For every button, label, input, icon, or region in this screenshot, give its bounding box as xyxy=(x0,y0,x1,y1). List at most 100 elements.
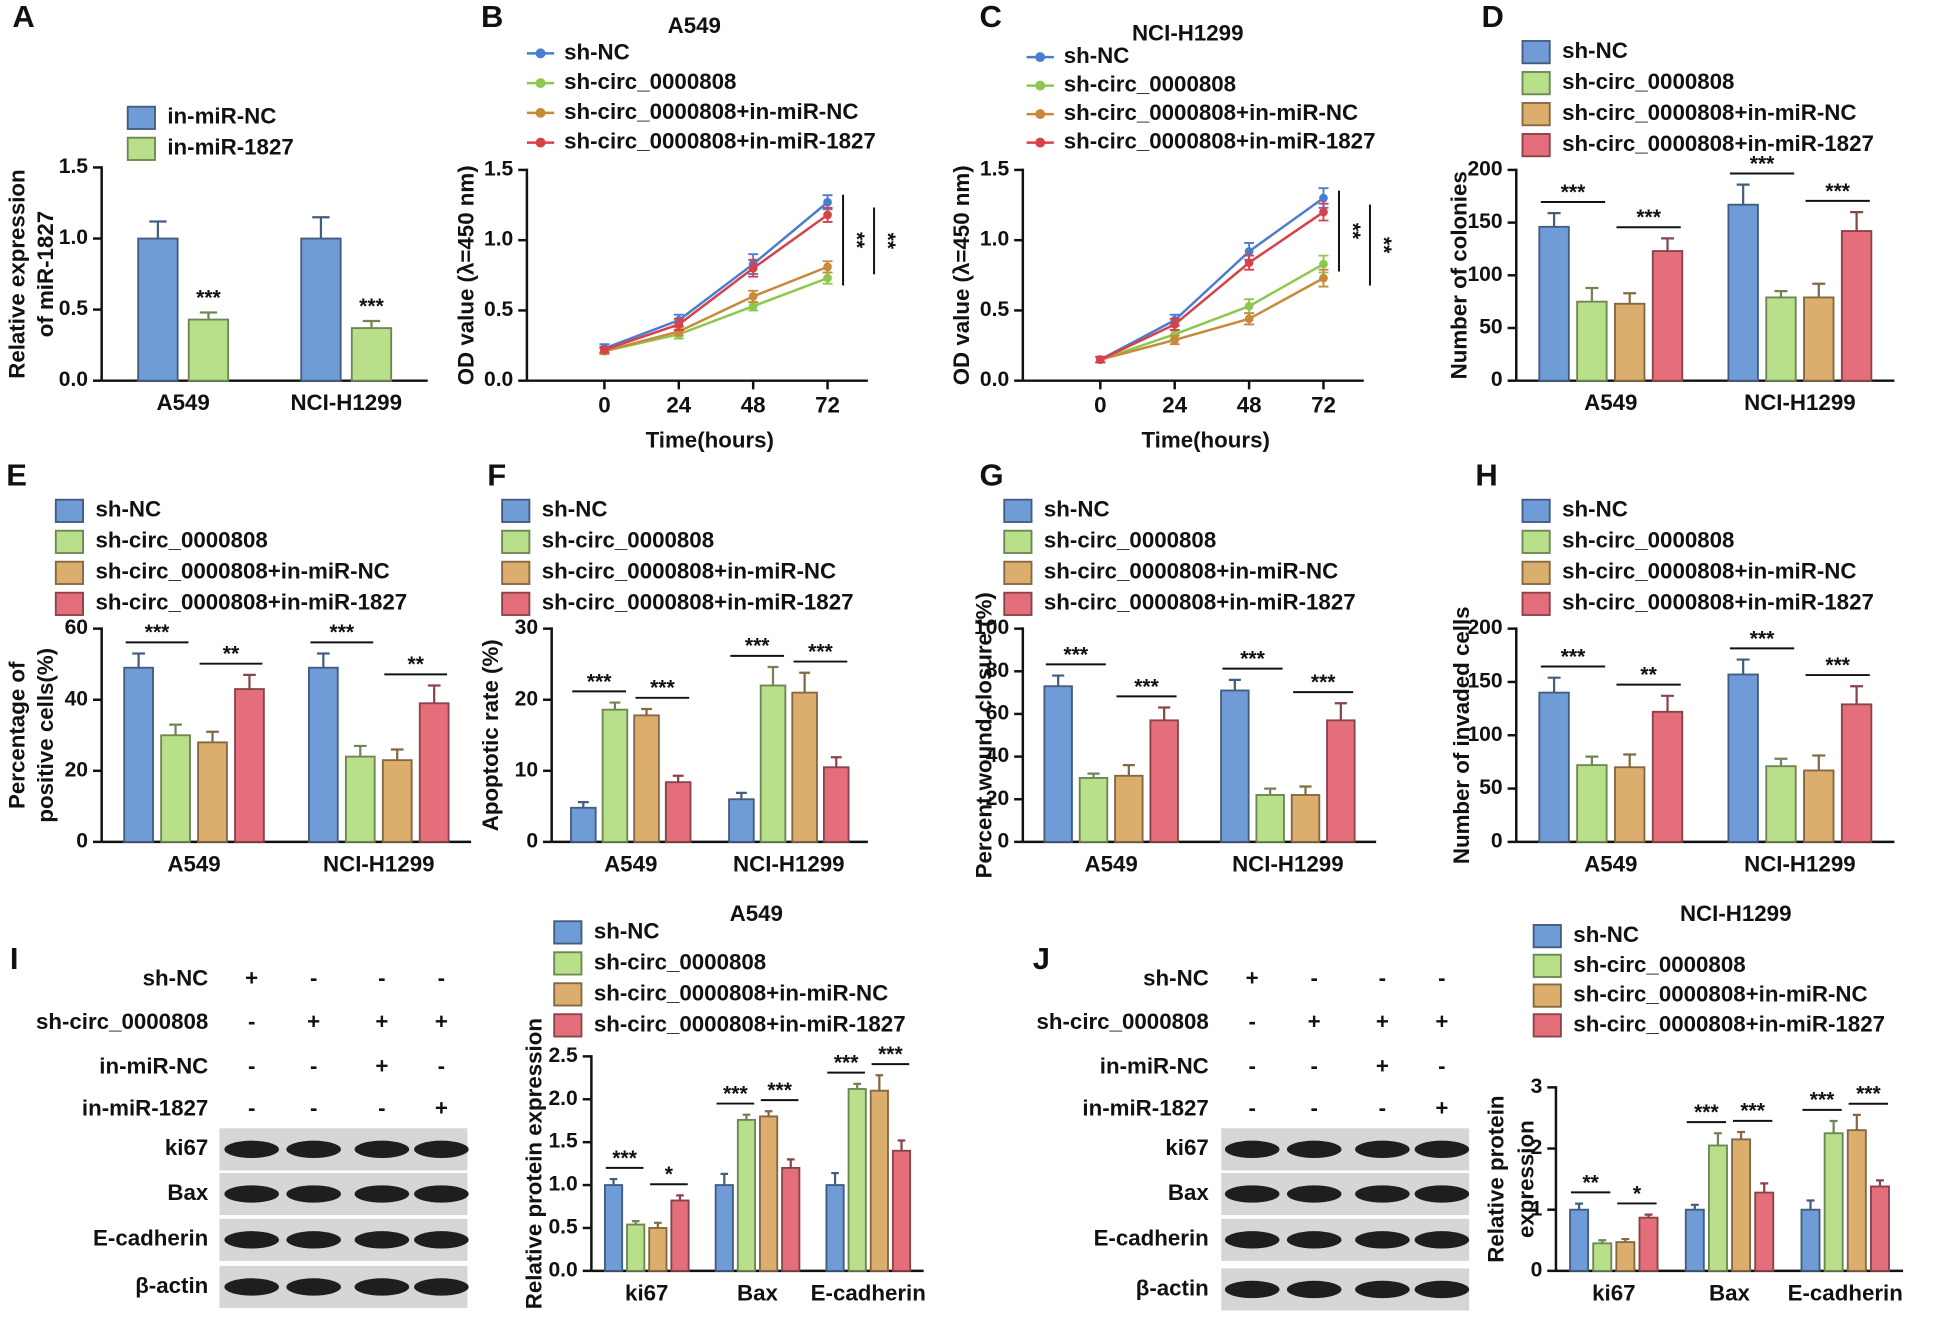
significance-label: *** xyxy=(650,677,675,700)
error-bar xyxy=(654,1221,662,1228)
legend-swatch xyxy=(1003,498,1033,523)
condition-sign: + xyxy=(1376,1009,1389,1034)
bar xyxy=(626,1223,646,1272)
bar xyxy=(1800,1208,1821,1272)
legend-label: sh-circ_0000808+in-miR-NC xyxy=(1064,100,1358,125)
x-tick-label: A549 xyxy=(604,851,657,876)
error-bar xyxy=(720,1172,729,1186)
condition-sign: - xyxy=(1379,1096,1386,1121)
y-tick-label: 0 xyxy=(1531,1258,1543,1281)
y-tick-label: 0.0 xyxy=(980,368,1009,391)
error-bar xyxy=(672,774,684,783)
y-tick-label: 2 xyxy=(1531,1136,1543,1159)
condition-label: in-miR-1827 xyxy=(82,1096,208,1121)
chart-title: A549 xyxy=(668,13,721,38)
legend-label: sh-circ_0000808+in-miR-NC xyxy=(1562,559,1856,584)
condition-sign: + xyxy=(1435,1096,1448,1121)
bar xyxy=(1727,203,1759,382)
bar xyxy=(570,806,597,843)
y-tick-label: 0 xyxy=(997,829,1009,852)
significance-label: *** xyxy=(1750,152,1775,175)
x-tick-label: NCI-H1299 xyxy=(1232,851,1344,876)
legend-swatch xyxy=(1532,1013,1562,1038)
point xyxy=(1319,259,1328,269)
legend-swatch xyxy=(1521,560,1551,585)
error-bar xyxy=(1598,1239,1607,1244)
y-tick-label: 50 xyxy=(1479,316,1502,339)
bar xyxy=(1114,774,1144,843)
point xyxy=(1095,355,1105,364)
bar xyxy=(1684,1208,1705,1272)
point xyxy=(1244,314,1254,324)
blot-band xyxy=(286,1231,341,1249)
legend-swatch xyxy=(501,591,531,616)
condition-sign: + xyxy=(375,1009,388,1034)
error-bar xyxy=(1850,685,1864,705)
y-tick-label: 0.5 xyxy=(548,1216,578,1239)
error-bar xyxy=(1812,754,1826,771)
bar xyxy=(187,318,230,382)
legend-label: sh-circ_0000808 xyxy=(1562,69,1734,94)
x-tick-label: 24 xyxy=(666,393,691,418)
bar xyxy=(1326,719,1356,843)
error-bar xyxy=(764,1110,773,1117)
bar xyxy=(1765,296,1797,382)
point xyxy=(1170,335,1180,345)
bar xyxy=(344,755,376,843)
condition-sign: + xyxy=(1376,1053,1389,1078)
blot-band xyxy=(1286,1185,1342,1203)
x-tick-label: A549 xyxy=(167,851,220,876)
band-label: β-actin xyxy=(1136,1275,1209,1300)
line-series xyxy=(1099,197,1325,361)
legend-label: sh-circ_0000808 xyxy=(564,69,736,94)
bar xyxy=(381,759,413,843)
condition-sign: - xyxy=(1248,1096,1255,1121)
legend-label: sh-circ_0000808+in-miR-1827 xyxy=(1562,131,1874,156)
error-bar xyxy=(1829,1119,1838,1134)
bar xyxy=(1149,719,1179,843)
error-bar xyxy=(169,723,182,736)
bar xyxy=(300,237,342,382)
error-bar xyxy=(1623,753,1637,768)
legend-label: sh-circ_0000808+in-miR-NC xyxy=(1562,100,1856,125)
y-axis-label: Percent wound closure (%) xyxy=(972,592,997,878)
blot-band xyxy=(286,1278,341,1296)
legend-label: sh-circ_0000808 xyxy=(95,528,267,553)
error-bar xyxy=(1299,785,1312,795)
condition-sign: - xyxy=(248,1009,255,1034)
significance-label: *** xyxy=(196,286,221,309)
condition-sign: - xyxy=(310,965,317,990)
blot-band xyxy=(1224,1140,1280,1159)
legend-label: in-miR-1827 xyxy=(167,135,293,160)
error-bar xyxy=(1774,757,1788,767)
legend-marker xyxy=(535,107,546,118)
significance-label: *** xyxy=(834,1052,859,1075)
bar xyxy=(603,1184,624,1272)
panel-letter: C xyxy=(979,0,1001,34)
y-tick-label: 1.5 xyxy=(484,157,514,180)
point xyxy=(748,263,758,273)
significance-label: *** xyxy=(1561,645,1586,668)
legend-swatch xyxy=(1003,591,1033,616)
error-bar xyxy=(1736,658,1750,675)
y-tick-label: 200 xyxy=(1467,157,1502,180)
band-label: Bax xyxy=(1168,1180,1210,1205)
bar xyxy=(1869,1185,1890,1272)
bar xyxy=(1840,703,1873,843)
legend-swatch xyxy=(553,920,583,945)
legend-label: sh-NC xyxy=(1562,38,1628,63)
bar xyxy=(1615,1241,1636,1272)
point xyxy=(823,210,832,220)
legend-swatch xyxy=(1521,529,1551,554)
legend-swatch xyxy=(553,1013,583,1038)
legend-marker xyxy=(1035,137,1046,148)
error-bar xyxy=(362,319,381,329)
error-bar xyxy=(1547,212,1561,227)
error-bar xyxy=(1052,674,1065,687)
legend-swatch xyxy=(501,498,531,523)
legend-label: sh-circ_0000808 xyxy=(1044,528,1216,553)
bar xyxy=(869,1089,889,1272)
y-tick-label: 100 xyxy=(1467,723,1502,746)
y-tick-label: 1 xyxy=(1531,1197,1543,1220)
band-label: E-cadherin xyxy=(1094,1226,1209,1251)
